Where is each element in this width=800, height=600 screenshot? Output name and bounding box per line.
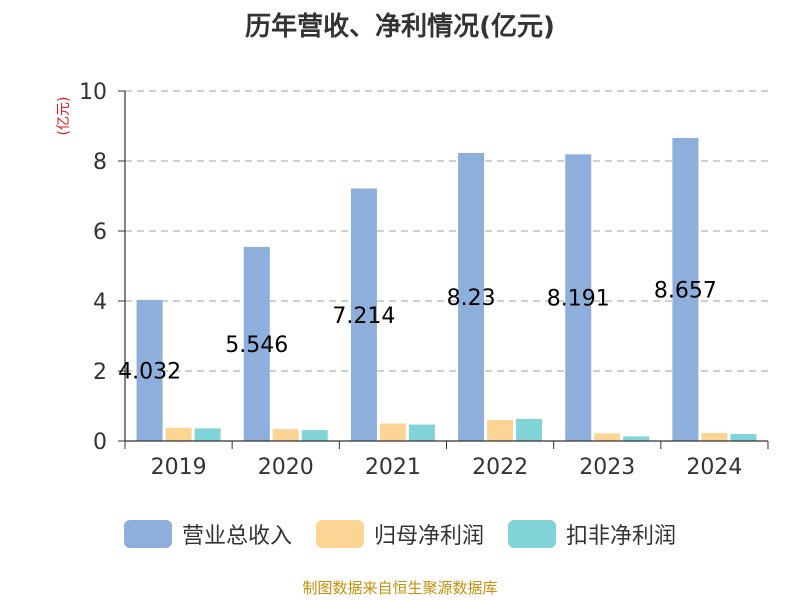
bar: [408, 424, 435, 441]
y-tick-label: 6: [93, 220, 107, 245]
x-tick-label: 2021: [365, 455, 421, 480]
chart-title: 历年营收、净利情况(亿元): [245, 12, 555, 42]
bar: [194, 428, 221, 441]
legend-label: 扣非净利润: [566, 524, 677, 549]
bar: [565, 154, 592, 441]
x-tick-label: 2020: [258, 455, 314, 480]
data-label: 5.546: [225, 333, 288, 358]
legend: 营业总收入 归母净利润 扣非净利润: [0, 518, 800, 550]
legend-swatch: [315, 520, 364, 548]
bar: [730, 434, 757, 441]
legend-item: 归母净利润: [315, 518, 484, 550]
x-tick-label: 2022: [472, 455, 528, 480]
data-label: 8.191: [547, 287, 610, 312]
bar: [165, 427, 192, 441]
bar: [350, 188, 377, 441]
data-label: 8.657: [654, 279, 717, 304]
y-tick-label: 4: [93, 290, 107, 315]
y-tick-label: 8: [93, 150, 107, 175]
bar: [301, 430, 328, 441]
y-axis-label: (亿元): [56, 97, 72, 136]
x-tick-label: 2019: [151, 455, 207, 480]
x-tick-label: 2024: [686, 455, 742, 480]
bar: [487, 420, 514, 441]
bar: [379, 423, 406, 441]
bar: [136, 299, 163, 441]
data-label: 8.23: [447, 286, 496, 311]
y-tick-label: 0: [93, 430, 107, 455]
bar: [272, 429, 299, 441]
bar: [243, 246, 270, 441]
legend-item: 营业总收入: [123, 518, 292, 550]
bar: [701, 432, 728, 441]
data-label: 4.032: [118, 359, 181, 384]
x-tick-label: 2023: [579, 455, 635, 480]
bar: [623, 436, 650, 441]
bar: [594, 433, 621, 441]
legend-swatch: [508, 520, 556, 548]
bar: [672, 138, 699, 441]
legend-label: 营业总收入: [181, 524, 292, 549]
data-label: 7.214: [332, 304, 395, 329]
source-note: 制图数据来自恒生聚源数据库: [302, 579, 498, 597]
legend-label: 归母净利润: [373, 524, 484, 549]
legend-item: 扣非净利润: [508, 518, 676, 550]
legend-swatch: [123, 520, 172, 548]
bar: [516, 418, 543, 441]
bar: [458, 152, 485, 441]
y-tick-label: 2: [93, 360, 107, 385]
y-tick-label: 10: [79, 80, 107, 105]
